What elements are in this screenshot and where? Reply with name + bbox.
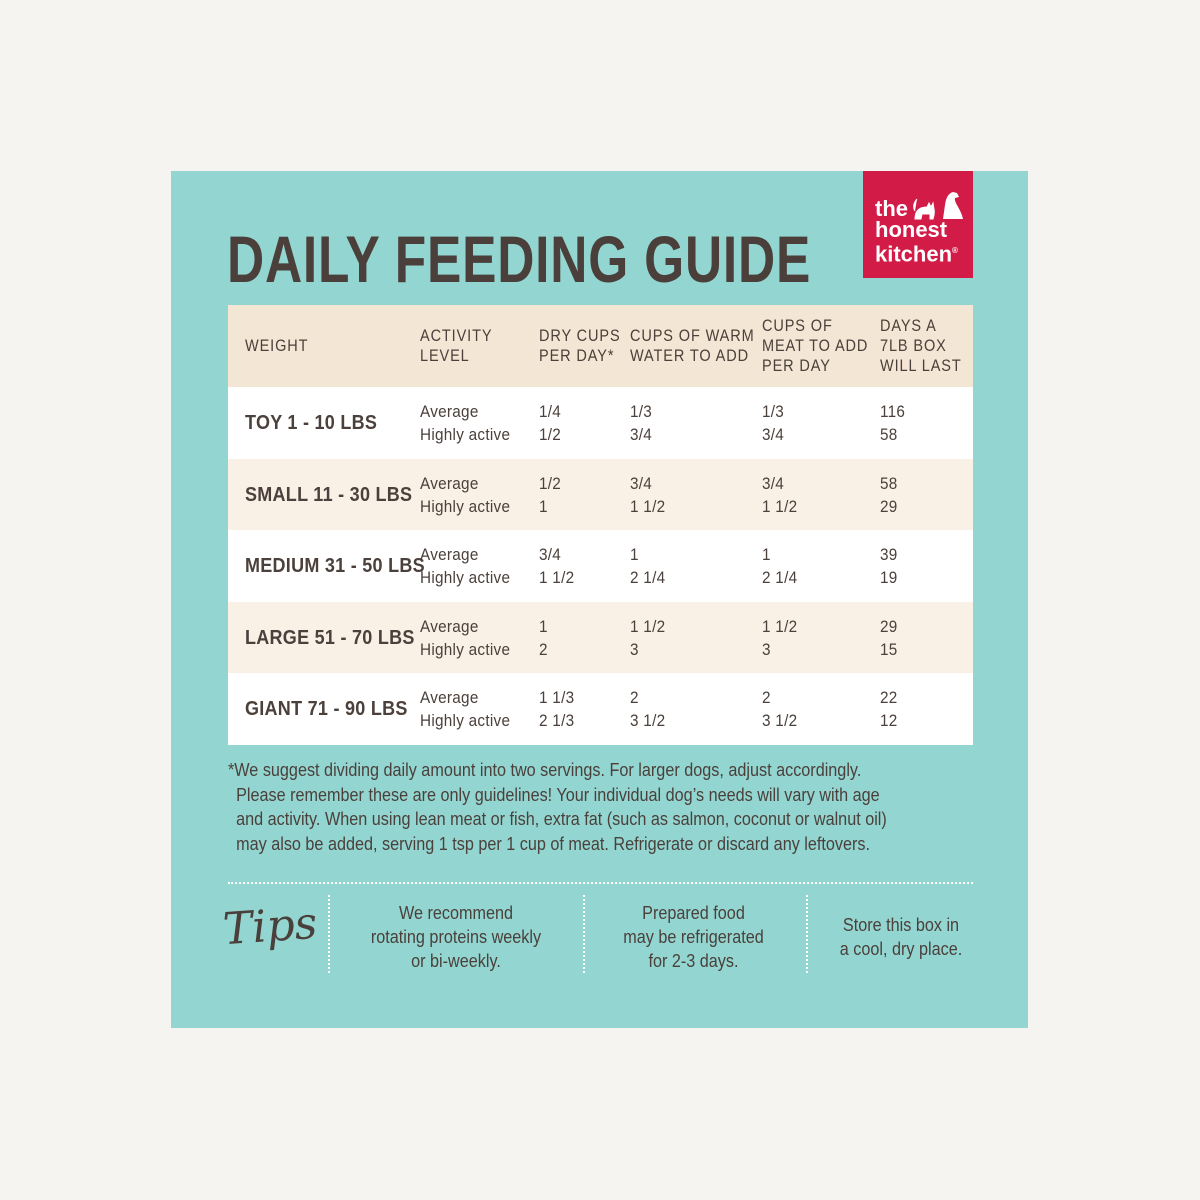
cell-meat: 3/4 1 1/2 [762,473,798,516]
cell-dry: 1/4 1/2 [539,402,562,444]
cell-meat: 1 1/2 3 [762,616,798,659]
cell-days: 39 19 [880,545,898,587]
feeding-table: WEIGHT ACTIVITY LEVEL DRY CUPS PER DAY* … [228,305,973,745]
table-row: SMALL 11 - 30 LBS Average Highly active 1/… [228,458,973,530]
brand-logo: the honest kitchen® [863,171,973,278]
footnote-line: *We suggest dividing daily amount into t… [228,760,862,780]
header-water: CUPS OF WARM WATER TO ADD [630,327,755,365]
table-header: WEIGHT ACTIVITY LEVEL DRY CUPS PER DAY* … [228,305,973,387]
cell-meat: 1 2 1/4 [762,545,798,587]
cell-days: 58 29 [880,473,898,516]
cell-activity: Average Highly active [420,545,511,587]
divider [328,895,330,973]
cell-days: 29 15 [880,616,898,659]
table-row: MEDIUM 31 - 50 LBS Average Highly active 3… [228,530,973,602]
logo-line-1: the [875,196,908,221]
cell-water: 2 3 1/2 [630,688,666,730]
tip-item: We recommend rotating proteins weekly or… [370,903,542,971]
cell-dry: 1 1/3 2 1/3 [539,688,575,730]
header-weight: WEIGHT [245,337,309,355]
cell-dry: 1/2 1 [539,473,562,516]
tip-item: Store this box in a cool, dry place. [839,915,963,959]
dotted-divider [228,882,973,884]
cell-dry: 3/4 1 1/2 [539,545,575,587]
cell-water: 3/4 1 1/2 [630,473,666,516]
tips-label: Tips [221,897,319,956]
divider [806,895,808,973]
table-row: LARGE 51 - 70 LBS Average Highly active 1 … [228,601,973,673]
cell-days: 22 12 [880,688,898,730]
cell-weight: GIANT 71 - 90 LBS [245,698,408,720]
cell-meat: 2 3 1/2 [762,688,798,730]
header-activity: ACTIVITY LEVEL [420,327,493,365]
header-meat: CUPS OF MEAT TO ADD PER DAY [762,317,869,375]
cell-activity: Average Highly active [420,402,511,444]
cell-days: 116 58 [880,402,906,444]
cell-water: 1/3 3/4 [630,402,653,444]
divider [583,895,585,973]
footnote-line: and activity. When using lean meat or fi… [236,809,887,829]
table-row: GIANT 71 - 90 LBS Average Highly active 1 … [228,673,973,745]
cat-dog-icon [913,192,963,220]
cell-meat: 1/3 3/4 [762,402,785,444]
tips-section: Tips We recommend rotating proteins week… [171,895,1028,973]
cell-activity: Average Highly active [420,616,511,659]
cell-weight: MEDIUM 31 - 50 LBS [245,555,425,577]
cell-weight: TOY 1 - 10 LBS [245,412,378,434]
cell-activity: Average Highly active [420,688,511,730]
feeding-guide-card: DAILY FEEDING GUIDE the honest kitchen® … [171,171,1028,1028]
table-row: TOY 1 - 10 LBS Average Highly active 1/4 1… [228,387,973,459]
cell-weight: LARGE 51 - 70 LBS [245,626,415,649]
header-dry-cups: DRY CUPS PER DAY* [539,327,621,365]
footnote: *We suggest dividing daily amount into t… [228,758,975,856]
header-days: DAYS A 7LB BOX WILL LAST [880,317,962,375]
cell-water: 1 2 1/4 [630,545,666,587]
logo-line-3: kitchen [875,241,953,267]
cell-water: 1 1/2 3 [630,616,666,659]
cell-weight: SMALL 11 - 30 LBS [245,483,413,506]
footnote-line: may also be added, serving 1 tsp per 1 c… [236,833,871,854]
footnote-line: Please remember these are only guideline… [236,784,880,805]
logo-line-2: honest [875,217,948,242]
page-title: DAILY FEEDING GUIDE [227,222,812,296]
tip-item: Prepared food may be refrigerated for 2-… [623,903,764,971]
cell-dry: 1 2 [539,616,548,659]
cell-activity: Average Highly active [420,473,511,516]
registered-mark: ® [952,246,958,255]
